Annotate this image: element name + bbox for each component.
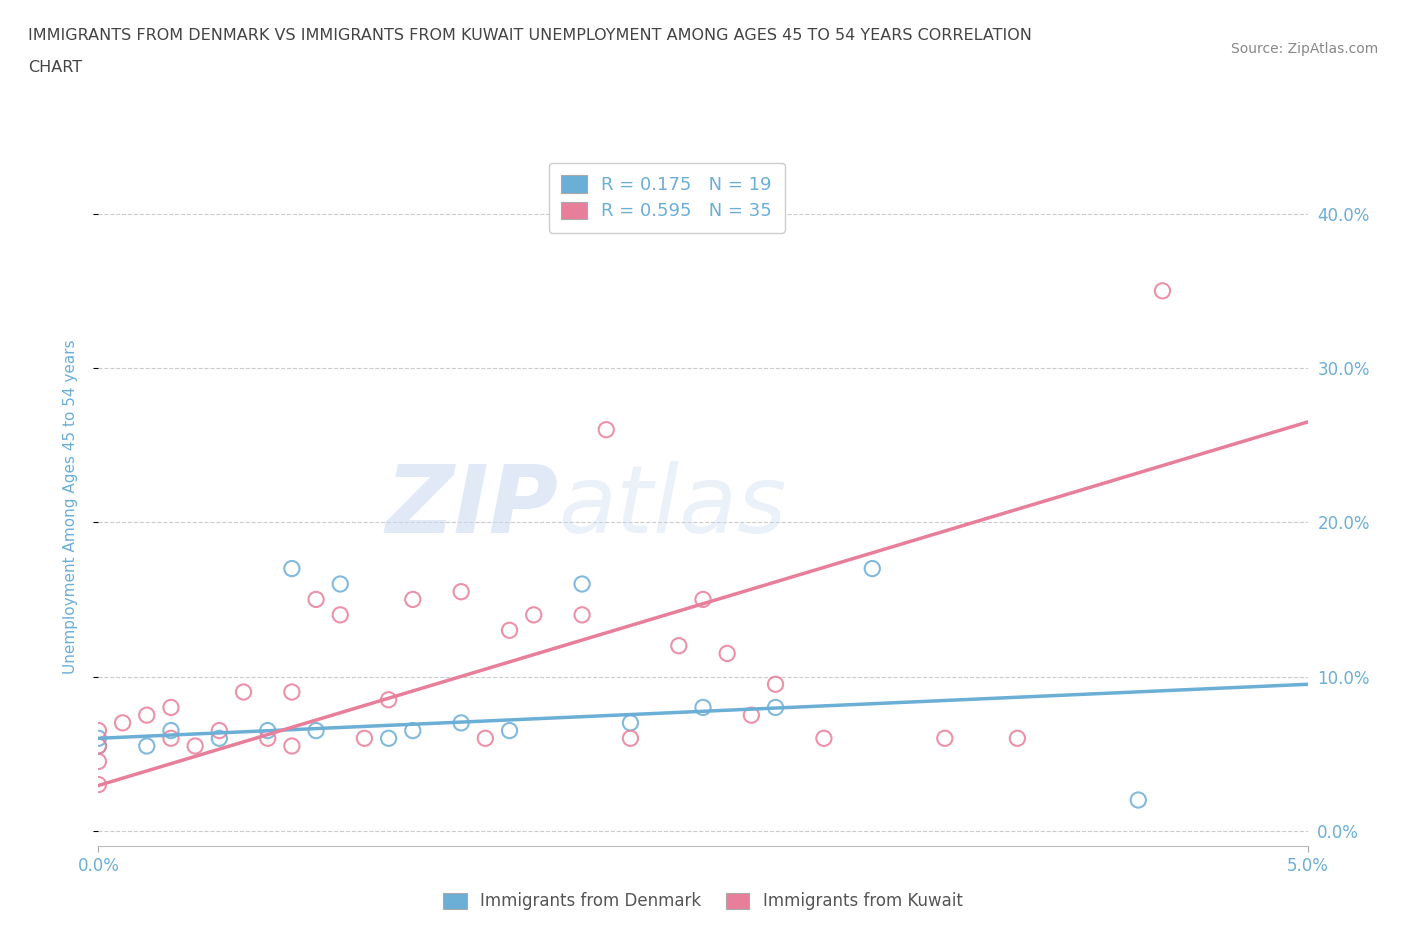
Point (111, 715, 134, 730)
Point (668, 638, 690, 653)
Point (619, 731, 641, 746)
Point (232, 684, 254, 699)
Point (450, 584, 472, 599)
Point (160, 724, 183, 738)
Point (692, 700, 714, 715)
Point (571, 577, 593, 591)
Point (716, 646, 738, 661)
Legend: Immigrants from Denmark, Immigrants from Kuwait: Immigrants from Denmark, Immigrants from… (437, 885, 969, 917)
Point (256, 731, 278, 746)
Point (523, 607, 546, 622)
Point (135, 708, 157, 723)
Point (329, 607, 352, 622)
Point (208, 724, 231, 738)
Point (184, 738, 207, 753)
Point (160, 731, 183, 746)
Point (208, 731, 231, 746)
Point (1152, 284, 1174, 299)
Point (305, 724, 328, 738)
Point (474, 731, 496, 746)
Point (256, 724, 278, 738)
Point (377, 731, 399, 746)
Point (87, 738, 110, 753)
Point (87, 738, 110, 753)
Point (740, 708, 762, 723)
Point (87, 777, 110, 792)
Text: ZIP: ZIP (385, 461, 558, 552)
Text: atlas: atlas (558, 461, 786, 552)
Point (619, 715, 641, 730)
Point (934, 731, 956, 746)
Point (160, 700, 183, 715)
Point (860, 561, 883, 576)
Point (87, 724, 110, 738)
Text: IMMIGRANTS FROM DENMARK VS IMMIGRANTS FROM KUWAIT UNEMPLOYMENT AMONG AGES 45 TO : IMMIGRANTS FROM DENMARK VS IMMIGRANTS FR… (28, 28, 1032, 43)
Point (305, 592, 328, 607)
Point (450, 715, 472, 730)
Point (402, 592, 425, 607)
Point (281, 684, 304, 699)
Y-axis label: Unemployment Among Ages 45 to 54 years: Unemployment Among Ages 45 to 54 years (63, 339, 77, 674)
Point (377, 692, 399, 707)
Point (353, 731, 375, 746)
Legend: R = 0.175   N = 19, R = 0.595   N = 35: R = 0.175 N = 19, R = 0.595 N = 35 (548, 163, 785, 232)
Point (281, 738, 304, 753)
Point (765, 677, 787, 692)
Point (1128, 792, 1150, 807)
Point (595, 422, 617, 437)
Point (765, 700, 787, 715)
Point (135, 738, 157, 753)
Point (571, 607, 593, 622)
Point (87, 754, 110, 769)
Point (281, 561, 304, 576)
Text: CHART: CHART (28, 60, 82, 75)
Text: Source: ZipAtlas.com: Source: ZipAtlas.com (1230, 42, 1378, 56)
Point (813, 731, 835, 746)
Point (402, 724, 425, 738)
Point (1007, 731, 1029, 746)
Point (329, 577, 352, 591)
Point (498, 724, 520, 738)
Point (87, 731, 110, 746)
Point (498, 623, 520, 638)
Point (692, 592, 714, 607)
